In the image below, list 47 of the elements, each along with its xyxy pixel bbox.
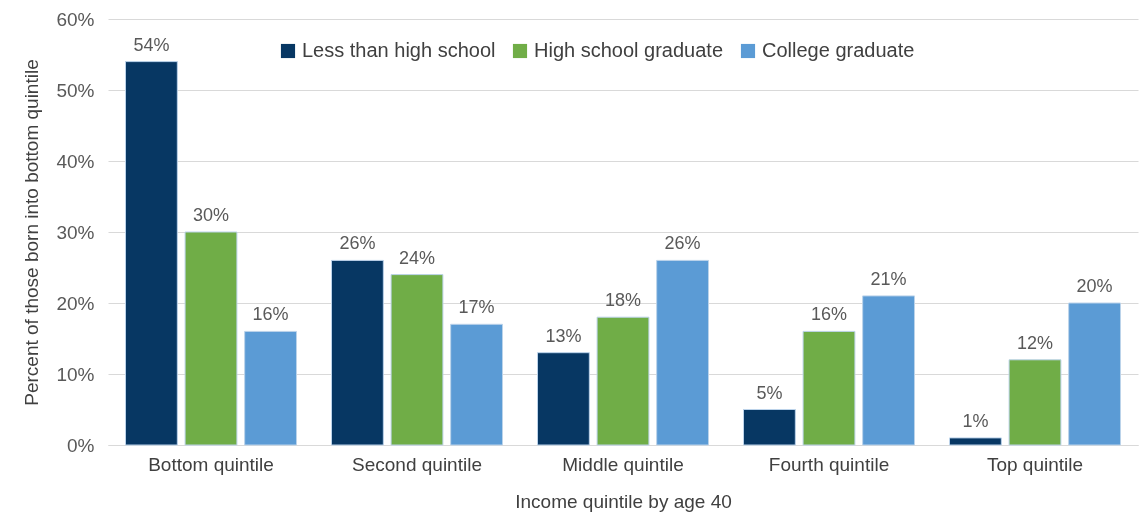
x-tick-label: Fourth quintile: [768, 453, 890, 475]
bar: [244, 330, 297, 446]
bar: [125, 61, 178, 446]
bar: [537, 352, 590, 446]
y-axis-title: Percent of those born into bottom quintile: [21, 59, 43, 406]
x-tick-label: Second quintile: [352, 453, 482, 475]
bar: [331, 259, 384, 446]
bar: [596, 316, 650, 446]
data-label: 21%: [870, 268, 907, 289]
data-label: 20%: [1076, 276, 1113, 296]
data-label: 13%: [545, 325, 582, 346]
x-axis-title: Income quintile by age 40: [515, 490, 732, 512]
y-tick-label: 30%: [56, 221, 95, 243]
y-tick-label: 60%: [56, 8, 95, 30]
legend-label: High school graduate: [534, 39, 724, 61]
bar: [390, 274, 444, 446]
y-tick-label: 50%: [56, 79, 95, 101]
x-tick-label: Top quintile: [986, 453, 1084, 475]
legend-label: Less than high school: [302, 39, 496, 61]
data-label: 26%: [664, 233, 701, 254]
data-label: 18%: [604, 290, 642, 311]
data-label: 17%: [458, 297, 495, 318]
bar: [862, 295, 915, 446]
bar: [743, 409, 796, 446]
bar: [656, 259, 709, 446]
legend-label: College graduate: [762, 39, 915, 61]
data-label: 26%: [339, 233, 376, 254]
data-label: 16%: [810, 304, 848, 325]
y-tick-label: 10%: [56, 363, 95, 385]
y-tick-label: 40%: [56, 150, 95, 172]
data-label: 24%: [398, 247, 436, 268]
data-label: 12%: [1016, 332, 1054, 353]
x-tick-label: Bottom quintile: [148, 453, 274, 475]
data-label: 1%: [962, 410, 989, 431]
bar: [184, 231, 238, 446]
x-tick-label: Middle quintile: [562, 453, 684, 475]
data-label: 5%: [756, 382, 783, 403]
bar: [802, 330, 856, 446]
bar: [1008, 359, 1062, 446]
y-tick-label: 20%: [56, 292, 95, 314]
data-label: 30%: [192, 205, 230, 225]
bar: [1068, 302, 1121, 446]
data-label: 54%: [133, 34, 170, 55]
y-tick-label: 0%: [67, 434, 95, 456]
bar: [949, 437, 1002, 446]
data-label: 16%: [252, 304, 289, 325]
bar: [450, 323, 503, 446]
